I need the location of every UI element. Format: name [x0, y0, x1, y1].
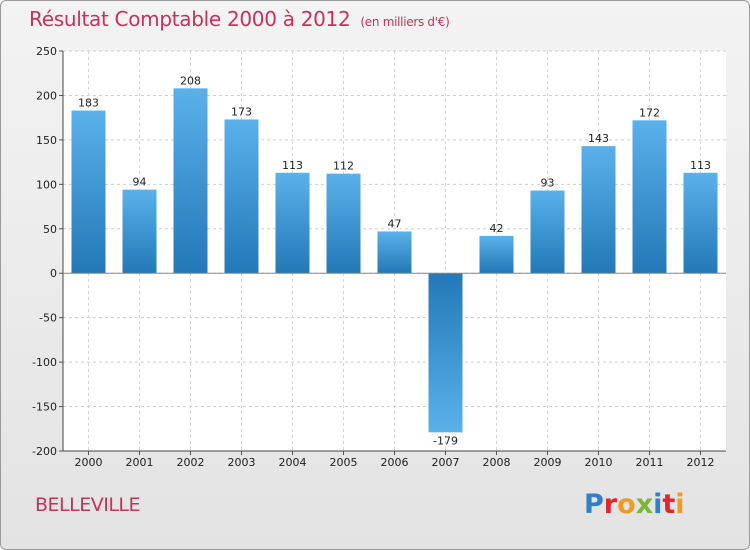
x-tick-label-2008: 2008 [483, 456, 511, 469]
proxiti-logo[interactable]: Proxiti [584, 489, 685, 520]
y-tick-label: 200 [36, 89, 57, 102]
logo-letter: t [662, 489, 676, 520]
value-label-2003: 173 [231, 105, 252, 118]
logo-letter: r [603, 489, 618, 520]
bar-2007 [428, 273, 463, 433]
bar-2001 [122, 189, 157, 274]
bar-2004 [275, 172, 310, 274]
logo-letter: P [584, 489, 604, 520]
bar-2008 [479, 235, 514, 274]
chart-title: Résultat Comptable 2000 à 2012 (en millie… [29, 7, 450, 31]
x-tick-label-2001: 2001 [126, 456, 154, 469]
bar-2009 [530, 190, 565, 274]
x-tick-label-2003: 2003 [228, 456, 256, 469]
value-label-2007: -179 [433, 434, 458, 447]
y-tick-label: 100 [36, 178, 57, 191]
y-tick-label: 150 [36, 134, 57, 147]
y-tick-label: -50 [39, 312, 57, 325]
bar-2002 [173, 88, 208, 274]
bar-2012 [683, 172, 718, 274]
value-label-2005: 112 [333, 160, 354, 173]
x-tick-label-2007: 2007 [432, 456, 460, 469]
value-label-2006: 47 [388, 217, 402, 230]
bars [71, 88, 718, 433]
axes: -200 -150 -100 -50 0 50 100 150 200 250 2000 2001 20… [32, 45, 726, 469]
value-label-2002: 208 [180, 74, 201, 87]
value-label-2004: 113 [282, 159, 303, 172]
bar-2005 [326, 173, 361, 274]
value-label-2012: 113 [690, 159, 711, 172]
x-tick-label-2002: 2002 [177, 456, 205, 469]
unit-label: (en milliers d'€) [360, 15, 450, 29]
bar-2010 [581, 146, 616, 274]
logo-letter: i [675, 489, 685, 520]
commune-name: BELLEVILLE [35, 494, 141, 516]
bar-2011 [632, 120, 667, 274]
y-tick-label: -150 [32, 401, 57, 414]
x-tick-label-2011: 2011 [636, 456, 664, 469]
title-text: Résultat Comptable 2000 à 2012 [29, 7, 351, 31]
x-tick-label-2004: 2004 [279, 456, 307, 469]
y-tick-label: 0 [50, 267, 57, 280]
value-label-2001: 94 [133, 176, 147, 189]
x-tick-label-2006: 2006 [381, 456, 409, 469]
bar-2003 [224, 119, 259, 274]
value-label-2009: 93 [541, 177, 555, 190]
x-tick-label-2005: 2005 [330, 456, 358, 469]
y-tick-label: 250 [36, 45, 57, 58]
bar-2000 [71, 110, 106, 274]
logo-letter: x [635, 489, 654, 520]
value-label-2011: 172 [639, 106, 660, 119]
logo-letter: i [653, 489, 663, 520]
x-tick-label-2012: 2012 [687, 456, 715, 469]
value-labels: 183 94 208 173 113 112 47 -179 42 93 143 172 113 [78, 74, 711, 447]
y-tick-label: -100 [32, 356, 57, 369]
x-tick-label-2000: 2000 [75, 456, 103, 469]
x-tick-label-2010: 2010 [585, 456, 613, 469]
logo-letter: o [617, 489, 636, 520]
x-tick-label-2009: 2009 [534, 456, 562, 469]
value-label-2000: 183 [78, 97, 99, 110]
value-label-2008: 42 [490, 222, 504, 235]
value-label-2010: 143 [588, 132, 609, 145]
y-tick-label: 50 [43, 223, 57, 236]
y-tick-label: -200 [32, 445, 57, 458]
bar-2006 [377, 231, 412, 274]
